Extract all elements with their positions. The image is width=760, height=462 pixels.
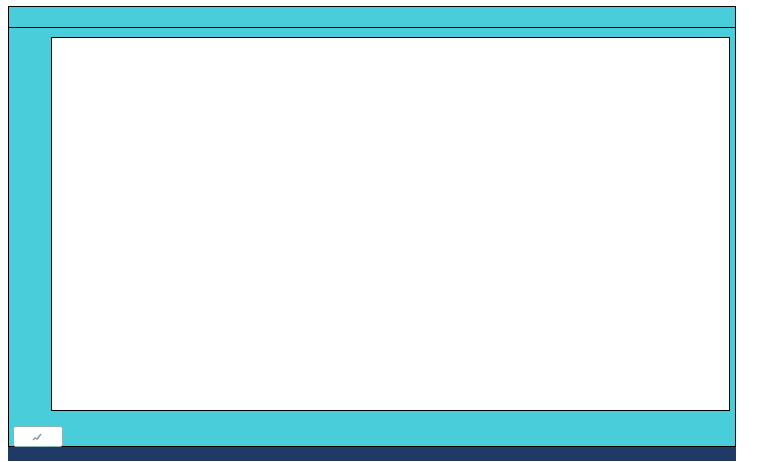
plot-area: [51, 37, 730, 411]
window-bottom-bar: [8, 447, 736, 461]
fred-logo: [13, 426, 63, 447]
title-divider: [9, 27, 735, 28]
fred-logo-icon: [32, 433, 42, 441]
plot-canvas: [52, 38, 729, 410]
fred-chart: [8, 6, 736, 447]
